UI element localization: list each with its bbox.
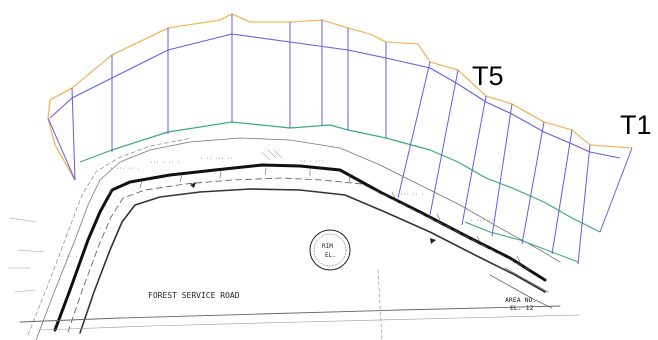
plat-note: · ·· ·	[60, 254, 78, 260]
plat-note: ·· · ···	[300, 159, 324, 165]
plat-lower-line-2	[39, 314, 581, 331]
road-arrow-1	[190, 182, 196, 188]
road-arrow-2	[430, 238, 436, 244]
plat-annotations: · ··· ·· · ··· · ·· · · ·· ··· ·· ·· · ·…	[60, 156, 494, 260]
plat-note: ·· ·	[90, 226, 102, 232]
elevation-label: EL. 12	[510, 304, 534, 312]
road-ticks	[107, 167, 521, 263]
road-edge-outer	[53, 163, 547, 332]
plat-lower-line	[19, 305, 561, 323]
plat-note: · ··· ··	[470, 218, 494, 224]
area-label: AREA NO.	[505, 296, 536, 304]
inner-boundary-line	[49, 33, 621, 159]
plat-dashed-boundary	[27, 137, 193, 336]
plat-outer-edge	[35, 137, 561, 340]
plat-note: ··· ·· ·	[400, 192, 424, 198]
transect-label-t1: T1	[620, 110, 652, 140]
plat-note: · ·· ··· ··	[200, 156, 233, 162]
transect-line	[71, 87, 76, 181]
plat-hatch	[261, 149, 283, 161]
seal-line1: RIM	[322, 243, 333, 250]
benchmark-seal: RIM EL.	[309, 229, 351, 271]
plat-note: · ··· ·· ·	[110, 166, 140, 172]
transect-line	[577, 144, 591, 265]
plat-drawing	[7, 137, 581, 340]
transect-line	[599, 147, 633, 233]
transect-line	[461, 95, 487, 226]
transect-label-t5: T5	[472, 61, 504, 91]
road-edge-inner	[79, 188, 546, 334]
transect-tie	[47, 117, 76, 181]
road-label: FOREST SERVICE ROAD	[148, 291, 240, 300]
transect-line	[521, 121, 545, 245]
transect-line	[429, 69, 459, 216]
plat-note: ··· · ·· ·	[150, 160, 180, 166]
plat-left-callouts	[7, 217, 45, 293]
transect-line	[551, 129, 573, 255]
road-centerline	[67, 177, 531, 333]
plat-right-dashed	[377, 269, 383, 340]
transect-line	[491, 103, 513, 237]
seal-line2: EL.	[325, 252, 336, 259]
transect-lines	[47, 14, 633, 265]
transect-line	[397, 61, 431, 199]
shoreline-lower-line	[464, 221, 579, 263]
outer-boundary-line	[47, 13, 633, 181]
plat-right-end	[489, 267, 553, 309]
